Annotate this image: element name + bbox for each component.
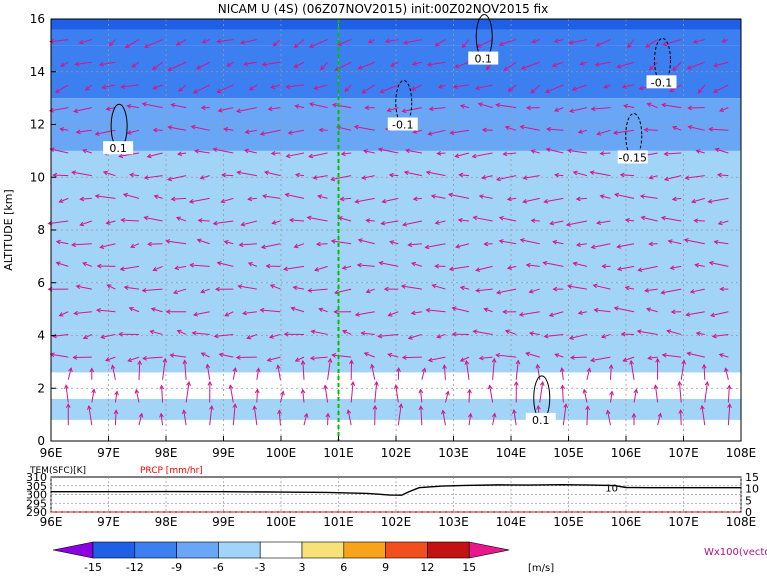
y-axis-label: ALTITUDE [km] bbox=[2, 189, 15, 270]
wind-vector bbox=[704, 365, 705, 380]
x-tick-label: 105E bbox=[553, 446, 584, 460]
x-tick-label: 97E bbox=[97, 515, 120, 529]
y-tick-label: 14 bbox=[30, 65, 45, 79]
colorbar-tick-label: 6 bbox=[340, 561, 347, 574]
colorbar-box bbox=[302, 542, 344, 558]
x-tick-label: 107E bbox=[668, 446, 699, 460]
x-tick-label: 104E bbox=[496, 515, 527, 529]
wind-vector bbox=[644, 130, 657, 131]
colorbar-unit: [m/s] bbox=[528, 563, 554, 574]
x-tick-label: 99E bbox=[212, 446, 235, 460]
colorbar-arrow bbox=[469, 542, 509, 558]
y-tick-label: 12 bbox=[30, 118, 45, 132]
x-tick-label: 106E bbox=[611, 446, 642, 460]
x-tick-label: 103E bbox=[438, 446, 469, 460]
chart-title: NICAM U (4S) (06Z07NOV2015) init:00Z02NO… bbox=[218, 2, 548, 16]
contour-label: 0.1 bbox=[109, 142, 127, 155]
y-tick-label: 8 bbox=[37, 223, 45, 237]
x-tick-label: 96E bbox=[40, 446, 63, 460]
colorbar-tick-label: 3 bbox=[299, 561, 306, 574]
wind-vector bbox=[571, 357, 587, 358]
colorbar-tick-label: 15 bbox=[462, 561, 476, 574]
y-tick-label: 0 bbox=[37, 434, 45, 448]
colorbar-tick-label: 12 bbox=[420, 561, 434, 574]
colorbar-box bbox=[93, 542, 135, 558]
colorbar-box bbox=[177, 542, 219, 558]
x-tick-label: 100E bbox=[266, 515, 297, 529]
y-tick-label: 4 bbox=[37, 329, 45, 343]
y-tick-label: 2 bbox=[37, 381, 45, 395]
colorbar-box bbox=[427, 542, 469, 558]
y-tick-label-right: 0 bbox=[745, 506, 752, 519]
y-tick-label: 6 bbox=[37, 276, 45, 290]
wind-vector bbox=[53, 175, 68, 176]
colorbar-box bbox=[386, 542, 428, 558]
colorbar-tick-label: -15 bbox=[84, 561, 102, 574]
colorbar-tick-label: -9 bbox=[171, 561, 182, 574]
colorbar-arrow bbox=[53, 542, 93, 558]
x-tick-label: 106E bbox=[611, 515, 642, 529]
x-tick-label: 101E bbox=[323, 515, 354, 529]
x-tick-label: 98E bbox=[155, 515, 178, 529]
contour-label: -0.1 bbox=[651, 76, 672, 89]
contour-annotation: 10 bbox=[605, 484, 618, 495]
y-tick-label: 16 bbox=[30, 12, 45, 26]
x-tick-label: 103E bbox=[438, 515, 469, 529]
y-tick-label: 10 bbox=[30, 170, 45, 184]
x-tick-label: 101E bbox=[323, 446, 354, 460]
wind-vector bbox=[148, 244, 162, 245]
contour-label: -0.15 bbox=[619, 151, 647, 164]
x-tick-label: 104E bbox=[496, 446, 527, 460]
x-tick-label: 102E bbox=[381, 515, 412, 529]
colorbar-tick-label: 9 bbox=[382, 561, 389, 574]
x-tick-label: 102E bbox=[381, 446, 412, 460]
contour-label: 0.1 bbox=[532, 414, 550, 427]
colorbar-tick-label: -6 bbox=[213, 561, 224, 574]
colorbar-box bbox=[344, 542, 386, 558]
y-tick-label-left: 290 bbox=[26, 506, 47, 519]
contour-label: -0.1 bbox=[392, 119, 413, 132]
x-tick-label: 107E bbox=[668, 515, 699, 529]
main-panel: 0.1 -0.1 0.1 -0.1 -0.15 0.1 96E 97E 98E 99E 100E 10… bbox=[30, 12, 757, 460]
x-tick-label: 105E bbox=[553, 515, 584, 529]
colorbar-tick-label: -3 bbox=[255, 561, 266, 574]
colorbar: -15 -12 -9 -6 -3 3 6 9 12 15 bbox=[53, 542, 509, 574]
surface-temp-label: TEM(SFC)[K] bbox=[29, 466, 86, 476]
wind-vector bbox=[257, 390, 258, 403]
x-tick-label: 99E bbox=[212, 515, 235, 529]
vector-legend-label: Wx100(vector) bbox=[704, 547, 767, 558]
x-tick-label: 97E bbox=[97, 446, 120, 460]
colorbar-box bbox=[218, 542, 260, 558]
colorbar-box bbox=[260, 542, 302, 558]
precip-label: PRCP [mm/hr] bbox=[140, 466, 203, 476]
colorbar-box bbox=[135, 542, 177, 558]
x-tick-label: 98E bbox=[155, 446, 178, 460]
contour-label: 0.1 bbox=[475, 53, 493, 66]
x-tick-label: 108E bbox=[726, 446, 757, 460]
shaded-band bbox=[51, 330, 741, 372]
wind-vector bbox=[469, 390, 470, 403]
colorbar-tick-label: -12 bbox=[126, 561, 144, 574]
x-tick-label: 100E bbox=[266, 446, 297, 460]
wind-vector bbox=[681, 410, 682, 425]
